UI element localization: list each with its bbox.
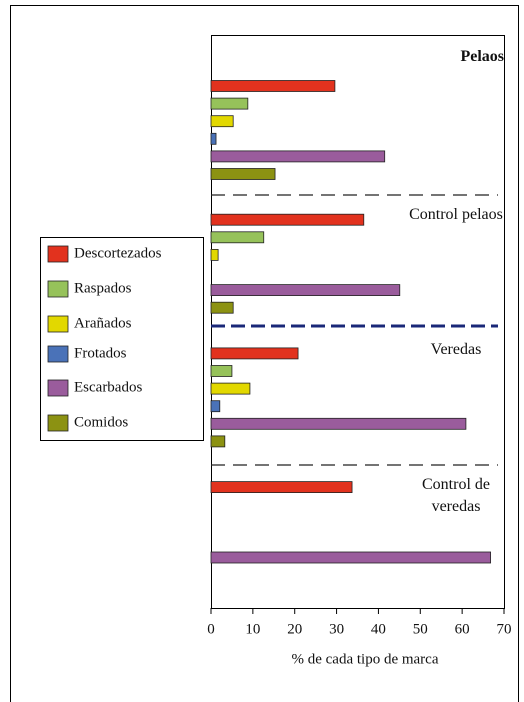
legend-label: Arañados bbox=[74, 315, 132, 331]
bar bbox=[210, 213, 365, 226]
legend-label: Comidos bbox=[74, 414, 128, 430]
x-tick-label: 30 bbox=[329, 621, 344, 637]
legend-swatch bbox=[47, 245, 69, 263]
bar bbox=[210, 115, 234, 128]
group-label: Control de veredas bbox=[422, 476, 490, 515]
plot-frame bbox=[211, 35, 505, 609]
x-tick-label: 20 bbox=[287, 621, 302, 637]
bar bbox=[210, 97, 249, 110]
bar bbox=[210, 481, 353, 494]
bar bbox=[210, 284, 401, 297]
legend-swatch bbox=[47, 414, 69, 432]
bar bbox=[210, 168, 276, 180]
legend-swatch bbox=[47, 379, 69, 397]
bar bbox=[210, 150, 386, 163]
bar bbox=[210, 400, 221, 413]
bar bbox=[210, 365, 233, 377]
bar bbox=[210, 417, 467, 430]
legend-swatch bbox=[47, 280, 69, 298]
legend-swatch bbox=[47, 315, 69, 333]
group-label: Pelaos bbox=[460, 48, 504, 65]
bar bbox=[210, 347, 299, 360]
bar bbox=[210, 248, 219, 261]
bar bbox=[210, 231, 265, 244]
x-tick-label: 70 bbox=[497, 621, 512, 637]
legend-label: Descortezados bbox=[74, 245, 162, 261]
legend-label: Raspados bbox=[74, 280, 132, 296]
legend-swatch bbox=[47, 345, 69, 363]
x-tick-label: 10 bbox=[245, 621, 260, 637]
legend-box bbox=[40, 237, 204, 441]
bar bbox=[210, 435, 226, 448]
bar bbox=[210, 301, 234, 314]
x-tick-label: 60 bbox=[455, 621, 470, 637]
legend-label: Escarbados bbox=[74, 379, 142, 395]
bar bbox=[210, 80, 336, 92]
group-label: Control pelaos bbox=[409, 206, 503, 223]
bar bbox=[210, 382, 251, 395]
bar bbox=[210, 551, 492, 564]
x-tick-label: 0 bbox=[207, 621, 215, 637]
group-label: Veredas bbox=[430, 341, 482, 358]
x-tick-label: 40 bbox=[371, 621, 386, 637]
bar bbox=[210, 132, 217, 145]
legend-label: Frotados bbox=[74, 345, 127, 361]
x-axis-label: % de cada tipo de marca bbox=[291, 651, 438, 667]
x-tick-label: 50 bbox=[413, 621, 428, 637]
